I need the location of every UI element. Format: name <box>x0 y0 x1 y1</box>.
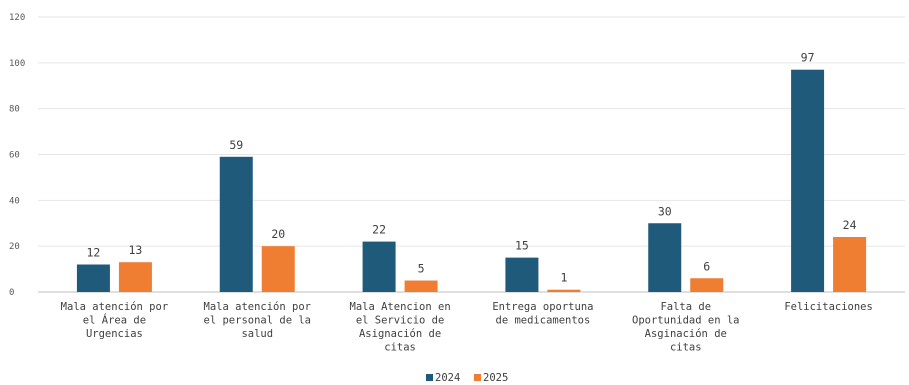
data-label: 97 <box>801 51 815 65</box>
y-tick-label: 100 <box>9 59 25 69</box>
data-label: 22 <box>372 223 386 237</box>
bar-2025 <box>833 237 867 292</box>
bar-2024 <box>362 241 396 292</box>
x-axis: Mala atención por el Área de Urgencias Mala… <box>61 301 873 354</box>
x-tick-label: Entrega oportuna de medicamentos <box>492 301 593 327</box>
data-label: 20 <box>271 227 285 241</box>
x-tick-label: Felicitaciones <box>784 301 873 313</box>
legend-swatch <box>426 374 433 381</box>
bar-2025 <box>118 262 152 292</box>
bar-2025 <box>261 246 295 292</box>
bar-2025 <box>404 280 438 292</box>
bar-2024 <box>505 257 539 292</box>
gridlines <box>38 16 905 293</box>
bar-2024 <box>791 69 825 292</box>
data-labels: 12 13 59 20 22 5 15 1 30 6 97 24 <box>86 51 856 285</box>
y-tick-label: 40 <box>9 196 20 206</box>
y-tick-label: 0 <box>9 288 14 298</box>
y-tick-label: 80 <box>9 105 20 115</box>
bar-2025 <box>547 289 581 292</box>
data-label: 30 <box>658 204 672 218</box>
bar-2024 <box>219 156 253 292</box>
bar-2024 <box>648 223 682 292</box>
data-label: 5 <box>418 262 425 276</box>
legend: 2024 2025 <box>426 372 508 384</box>
data-label: 1 <box>560 271 567 285</box>
data-label: 13 <box>128 243 142 257</box>
bars <box>76 69 867 292</box>
y-tick-label: 60 <box>9 151 20 161</box>
y-tick-label: 20 <box>9 242 20 252</box>
x-tick-label: Mala Atencion en el Servicio de Asignación… <box>350 301 451 354</box>
data-label: 59 <box>229 138 243 152</box>
legend-swatch <box>474 374 481 381</box>
legend-label: 2025 <box>483 372 508 384</box>
bar-2025 <box>690 278 724 292</box>
data-label: 12 <box>86 246 100 260</box>
legend-label: 2024 <box>435 372 460 384</box>
data-label: 15 <box>515 239 529 253</box>
y-axis: 0 20 40 60 80 100 120 <box>9 13 25 298</box>
x-tick-label: Mala atención por el Área de Urgencias <box>61 301 168 340</box>
x-tick-label: Mala atención por el personal de la salud <box>204 301 311 340</box>
x-tick-label: Falta de Oportunidad en la Asginación de ci… <box>632 301 739 354</box>
y-tick-label: 120 <box>9 13 25 23</box>
data-label: 6 <box>703 259 710 273</box>
bar-2024 <box>76 264 110 292</box>
data-label: 24 <box>843 218 857 232</box>
